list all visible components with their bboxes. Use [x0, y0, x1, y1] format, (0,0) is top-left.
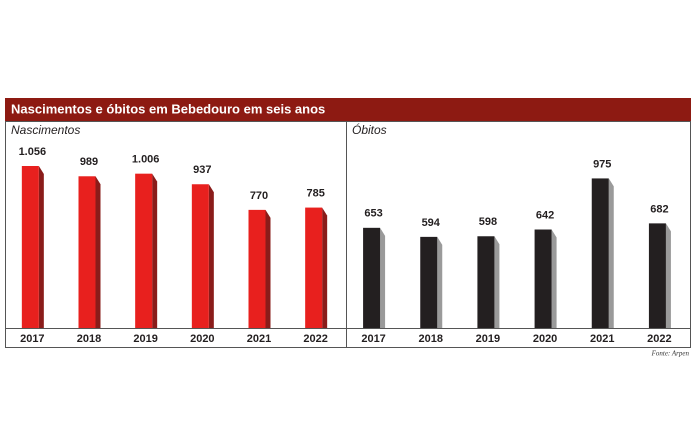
bar [191, 184, 209, 328]
bar-side [665, 223, 671, 328]
value-label: 1.056 [19, 146, 47, 158]
value-label: 975 [593, 158, 611, 170]
bar [477, 236, 495, 328]
x-tick-label: 2018 [419, 333, 443, 345]
value-label: 594 [422, 217, 441, 229]
x-tick-label: 2021 [590, 333, 614, 345]
bar-side [494, 236, 500, 328]
bar [248, 209, 266, 328]
x-tick-label: 2019 [133, 333, 157, 345]
x-tick-label: 2022 [303, 333, 327, 345]
x-tick-label: 2020 [533, 333, 557, 345]
value-label: 989 [80, 156, 98, 168]
title-bar [5, 98, 691, 121]
bar-side [95, 176, 101, 328]
bar [21, 166, 39, 328]
value-label: 785 [306, 187, 324, 199]
bar-side [265, 209, 271, 328]
bar [648, 223, 666, 328]
bar-side [380, 227, 386, 328]
bar [305, 207, 323, 328]
value-label: 1.006 [132, 154, 160, 166]
x-tick-label: 2022 [647, 333, 671, 345]
source: Fonte: Arpen [651, 350, 690, 358]
bar [78, 176, 96, 328]
value-label: 653 [364, 208, 382, 220]
x-tick-label: 2020 [190, 333, 214, 345]
x-tick-label: 2018 [77, 333, 101, 345]
bar [135, 173, 153, 328]
value-label: 682 [650, 203, 668, 215]
frame [5, 121, 691, 348]
x-tick-label: 2021 [247, 333, 271, 345]
bar [363, 227, 381, 328]
bar-side [608, 178, 614, 328]
value-label: 937 [193, 164, 211, 176]
bar-side [437, 236, 443, 328]
bar-side [208, 184, 214, 328]
x-tick-label: 2017 [361, 333, 385, 345]
bar-side [152, 173, 158, 328]
x-tick-label: 2017 [20, 333, 44, 345]
value-label: 642 [536, 209, 554, 221]
title: Nascimentos e óbitos em Bebedouro em sei… [11, 101, 325, 116]
bar-side [322, 207, 328, 328]
panel-title: Óbitos [352, 122, 387, 137]
bar-side [38, 166, 44, 328]
bar-side [551, 229, 557, 328]
bar [534, 229, 552, 328]
bar [591, 178, 609, 328]
x-tick-label: 2019 [476, 333, 500, 345]
panel-title: Nascimentos [11, 123, 80, 137]
bar [420, 236, 438, 328]
value-label: 770 [250, 190, 268, 202]
value-label: 598 [479, 216, 497, 228]
